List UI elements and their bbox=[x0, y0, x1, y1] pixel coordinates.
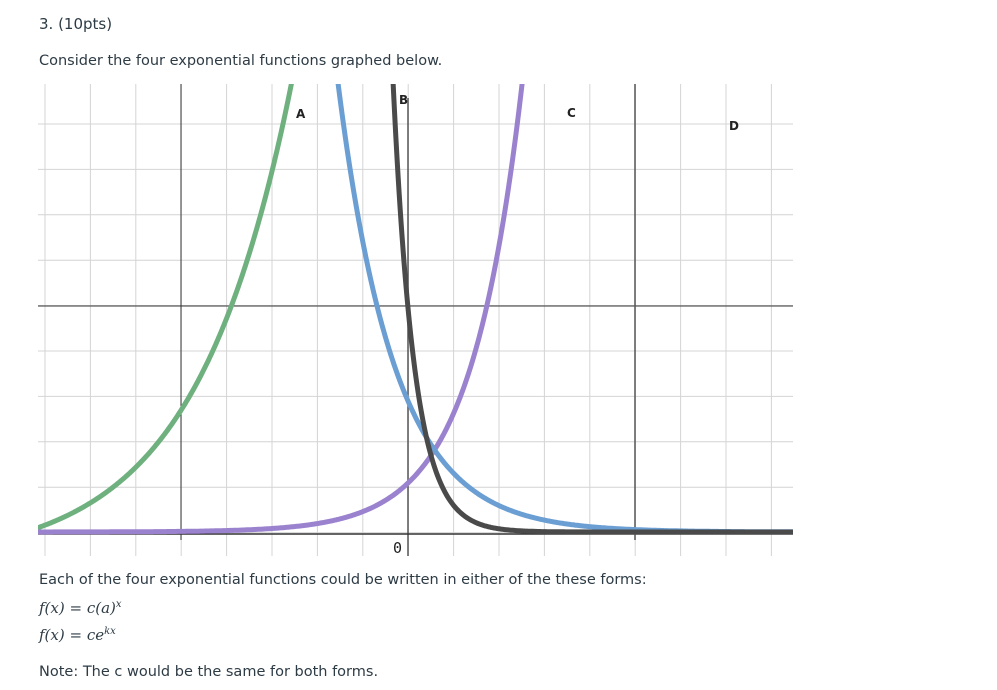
curve-c bbox=[38, 84, 525, 535]
formula-base-e-exponent: kx bbox=[104, 626, 116, 637]
curve-b bbox=[390, 84, 793, 535]
curve-label-d: D bbox=[729, 119, 739, 133]
curve-label-b: B bbox=[399, 93, 408, 107]
formula-base-e-text: f(x) = ce bbox=[39, 626, 105, 644]
curve-d bbox=[38, 84, 294, 531]
question-intro: Consider the four exponential functions … bbox=[39, 53, 443, 69]
graph-axes bbox=[38, 84, 793, 556]
question-number: 3. (10pts) bbox=[39, 15, 113, 33]
curve-label-a: A bbox=[296, 107, 306, 121]
curve-label-c: C bbox=[567, 106, 576, 120]
curve-a bbox=[335, 84, 793, 535]
formula-base-a-exponent: x bbox=[115, 599, 122, 610]
exponential-graph: A B C D 0 bbox=[38, 84, 793, 556]
origin-label: 0 bbox=[393, 539, 402, 556]
formula-base-a-text: f(x) = c(a) bbox=[39, 599, 116, 617]
forms-intro: Each of the four exponential functions c… bbox=[39, 572, 647, 588]
graph-grid bbox=[38, 84, 793, 556]
formula-base-a: f(x) = c(a)x bbox=[39, 599, 122, 617]
formula-base-e: f(x) = cekx bbox=[39, 626, 116, 644]
note-text: Note: The c would be the same for both f… bbox=[39, 664, 379, 680]
